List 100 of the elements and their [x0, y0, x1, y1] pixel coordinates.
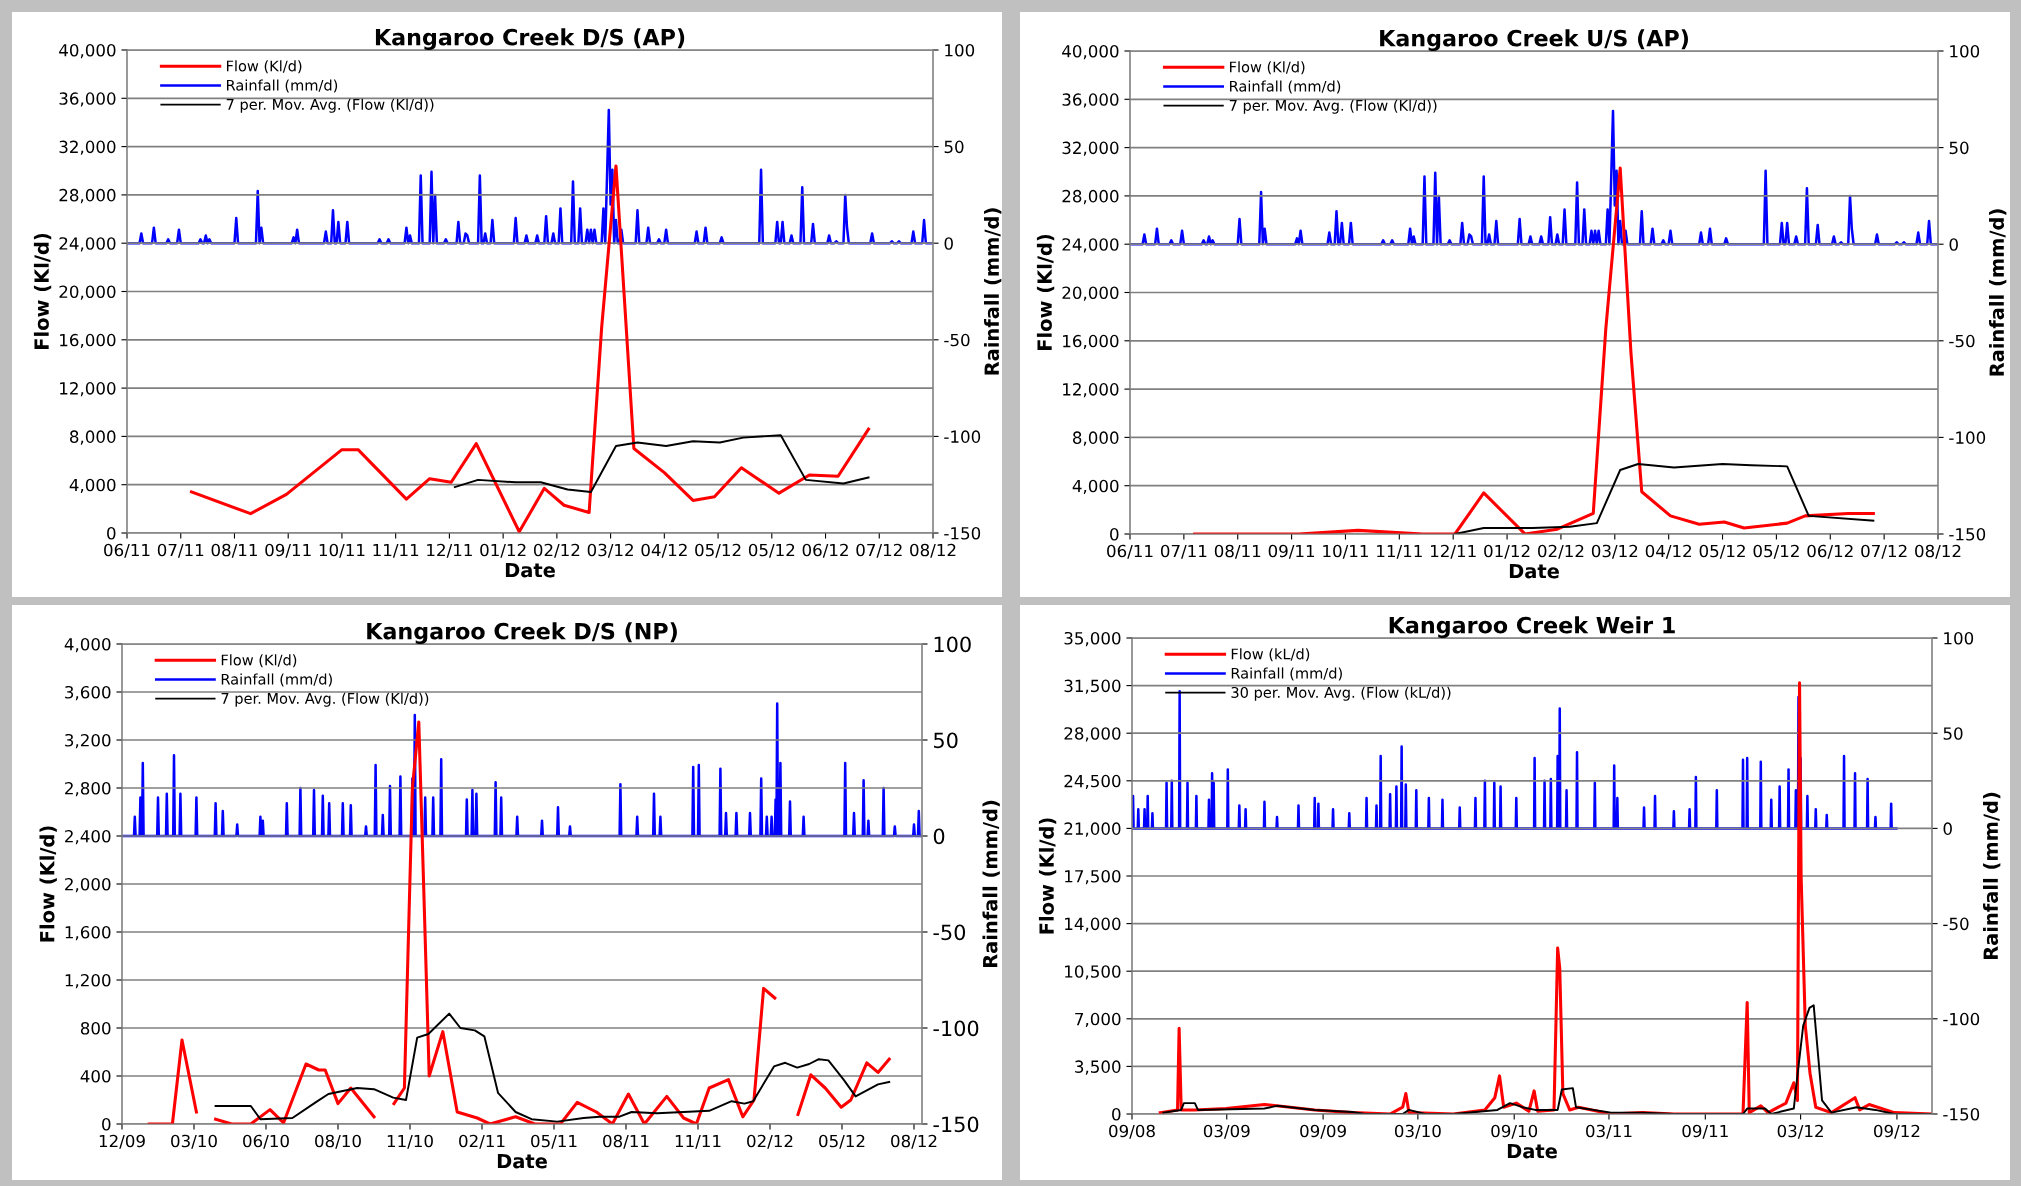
x-tick-label: 02/12: [1538, 544, 1584, 559]
y-tick-label: 1,200: [65, 973, 111, 989]
y2-tick-label: 50: [934, 732, 958, 749]
x-tick-label: 04/12: [1645, 544, 1692, 559]
y-tick-label: 4,000: [69, 478, 116, 493]
x-tick-label: 11/10: [387, 1134, 433, 1149]
x-axis-title: Date: [497, 1153, 547, 1169]
x-tick-label: 12/09: [99, 1134, 145, 1149]
y-tick-label: 24,000: [1062, 238, 1119, 253]
y2-tick-label: -100: [944, 430, 981, 443]
x-tick-label: 05/12: [819, 1134, 865, 1149]
x-tick-label: 07/12: [1861, 544, 1907, 559]
legend-label: 30 per. Mov. Avg. (Flow (kL/d)): [1231, 686, 1451, 701]
x-tick-label: 02/11: [459, 1134, 505, 1149]
chart-title: Kangaroo Creek U/S (AP): [1380, 29, 1688, 51]
x-tick-label: 06/11: [1107, 544, 1153, 559]
line-series: [453, 434, 870, 493]
y2-tick-label: 0: [933, 828, 945, 845]
y2-axis-title: Rainfall (mm/d): [982, 800, 1000, 968]
y-tick-label: 12,000: [1063, 383, 1119, 398]
y-tick-label: 2,800: [65, 781, 111, 797]
y-tick-label: 21,000: [1064, 822, 1121, 837]
chart-title: Kangaroo Creek Weir 1: [1389, 616, 1675, 638]
y2-tick-label: -50: [1949, 334, 1975, 348]
x-axis-title: Date: [1509, 563, 1559, 579]
x-tick-label: 11/11: [1377, 544, 1422, 559]
y-tick-label: 40,000: [1062, 44, 1119, 60]
y-tick-label: 0: [102, 1117, 111, 1131]
y-tick-label: 0: [107, 526, 116, 540]
y-tick-label: 4,000: [1072, 479, 1119, 494]
x-tick-label: 09/11: [1682, 1124, 1728, 1139]
x-tick-label: 07/11: [157, 543, 204, 558]
x-tick-label: 09/12: [1874, 1124, 1920, 1139]
x-tick-label: 05/12: [695, 543, 741, 558]
y-tick-label: 20,000: [1062, 286, 1119, 301]
x-tick-label: 09/11: [265, 543, 311, 558]
y2-tick-label: -150: [933, 1116, 979, 1133]
y-tick-label: 4,000: [64, 637, 111, 653]
x-tick-label: 03/10: [171, 1134, 217, 1149]
y-tick-label: 2,000: [65, 877, 111, 893]
y-tick-label: 8,000: [70, 430, 116, 445]
x-tick-label: 10/11: [1323, 544, 1368, 559]
y2-axis-title: Rainfall (mm/d): [984, 208, 1002, 375]
x-tick-label: 05/12: [1699, 544, 1745, 559]
y-axis-title: Flow (Kl/d): [1036, 234, 1055, 350]
x-tick-label: 03/09: [1203, 1124, 1250, 1139]
legend-label: Flow (Kl/d): [1230, 61, 1305, 75]
y2-tick-label: 100: [1950, 44, 1980, 58]
y-tick-label: 800: [80, 1021, 111, 1035]
y-tick-label: 0: [1110, 527, 1119, 541]
x-tick-label: 06/10: [243, 1134, 289, 1149]
x-tick-label: 02/12: [747, 1134, 793, 1149]
legend-label: Rainfall (mm/d): [1230, 80, 1341, 94]
x-tick-label: 07/12: [856, 543, 902, 558]
y2-tick-label: -100: [1949, 431, 1986, 444]
y-tick-label: 24,500: [1064, 774, 1121, 790]
x-tick-label: 12/11: [1431, 544, 1476, 559]
y-tick-label: 20,000: [59, 285, 116, 300]
y-tick-label: 16,000: [1063, 334, 1119, 350]
x-tick-label: 09/11: [1268, 544, 1315, 559]
x-tick-label: 06/12: [1807, 544, 1853, 559]
x-tick-label: 08/12: [910, 543, 956, 558]
y-axis-title: Flow (Kl/d): [39, 826, 57, 942]
x-tick-label: 03/12: [587, 543, 633, 558]
y2-axis-title: Rainfall (mm/d): [1989, 209, 2007, 376]
y-tick-label: 400: [80, 1069, 111, 1083]
x-tick-label: 01/12: [1484, 544, 1530, 559]
x-tick-label: 11/11: [373, 543, 419, 558]
y-tick-label: 0: [1112, 1107, 1121, 1121]
y2-tick-label: -50: [1943, 917, 1969, 931]
x-tick-label: 02/12: [533, 543, 580, 558]
y2-tick-label: 50: [1949, 141, 1969, 155]
y-tick-label: 14,000: [1065, 917, 1121, 932]
x-tick-label: 05/12: [1753, 544, 1799, 559]
x-tick-label: 05/12: [748, 543, 795, 558]
y2-tick-label: -50: [933, 924, 966, 941]
y-tick-label: 40,000: [59, 43, 116, 59]
y2-tick-label: -150: [1943, 1107, 1980, 1121]
y2-tick-label: 0: [1949, 238, 1958, 251]
x-axis-title: Date: [1507, 1143, 1557, 1159]
y2-tick-label: 0: [944, 237, 953, 250]
y-tick-label: 28,000: [59, 188, 116, 204]
y-tick-label: 28,000: [1064, 727, 1121, 742]
x-tick-label: 05/11: [531, 1134, 577, 1149]
legend-label: Flow (kL/d): [1231, 648, 1310, 662]
line-series: [214, 1012, 891, 1123]
x-tick-label: 08/11: [1214, 544, 1261, 559]
legend-label: Rainfall (mm/d): [1231, 667, 1342, 681]
y2-tick-label: 0: [1943, 822, 1952, 835]
y-tick-label: 31,500: [1064, 679, 1121, 694]
x-tick-label: 08/11: [603, 1134, 649, 1149]
y2-tick-label: 100: [934, 636, 971, 653]
x-tick-label: 09/08: [1109, 1124, 1155, 1139]
x-tick-label: 10/11: [319, 543, 365, 558]
x-tick-label: 03/11: [1586, 1124, 1632, 1139]
chart-title: Kangaroo Creek D/S (NP): [367, 622, 677, 644]
y2-tick-label: 100: [945, 43, 975, 57]
line-series: [189, 164, 871, 533]
legend-label: 7 per. Mov. Avg. (Flow (Kl/d)): [226, 98, 434, 113]
y-tick-label: 3,500: [1075, 1060, 1121, 1075]
